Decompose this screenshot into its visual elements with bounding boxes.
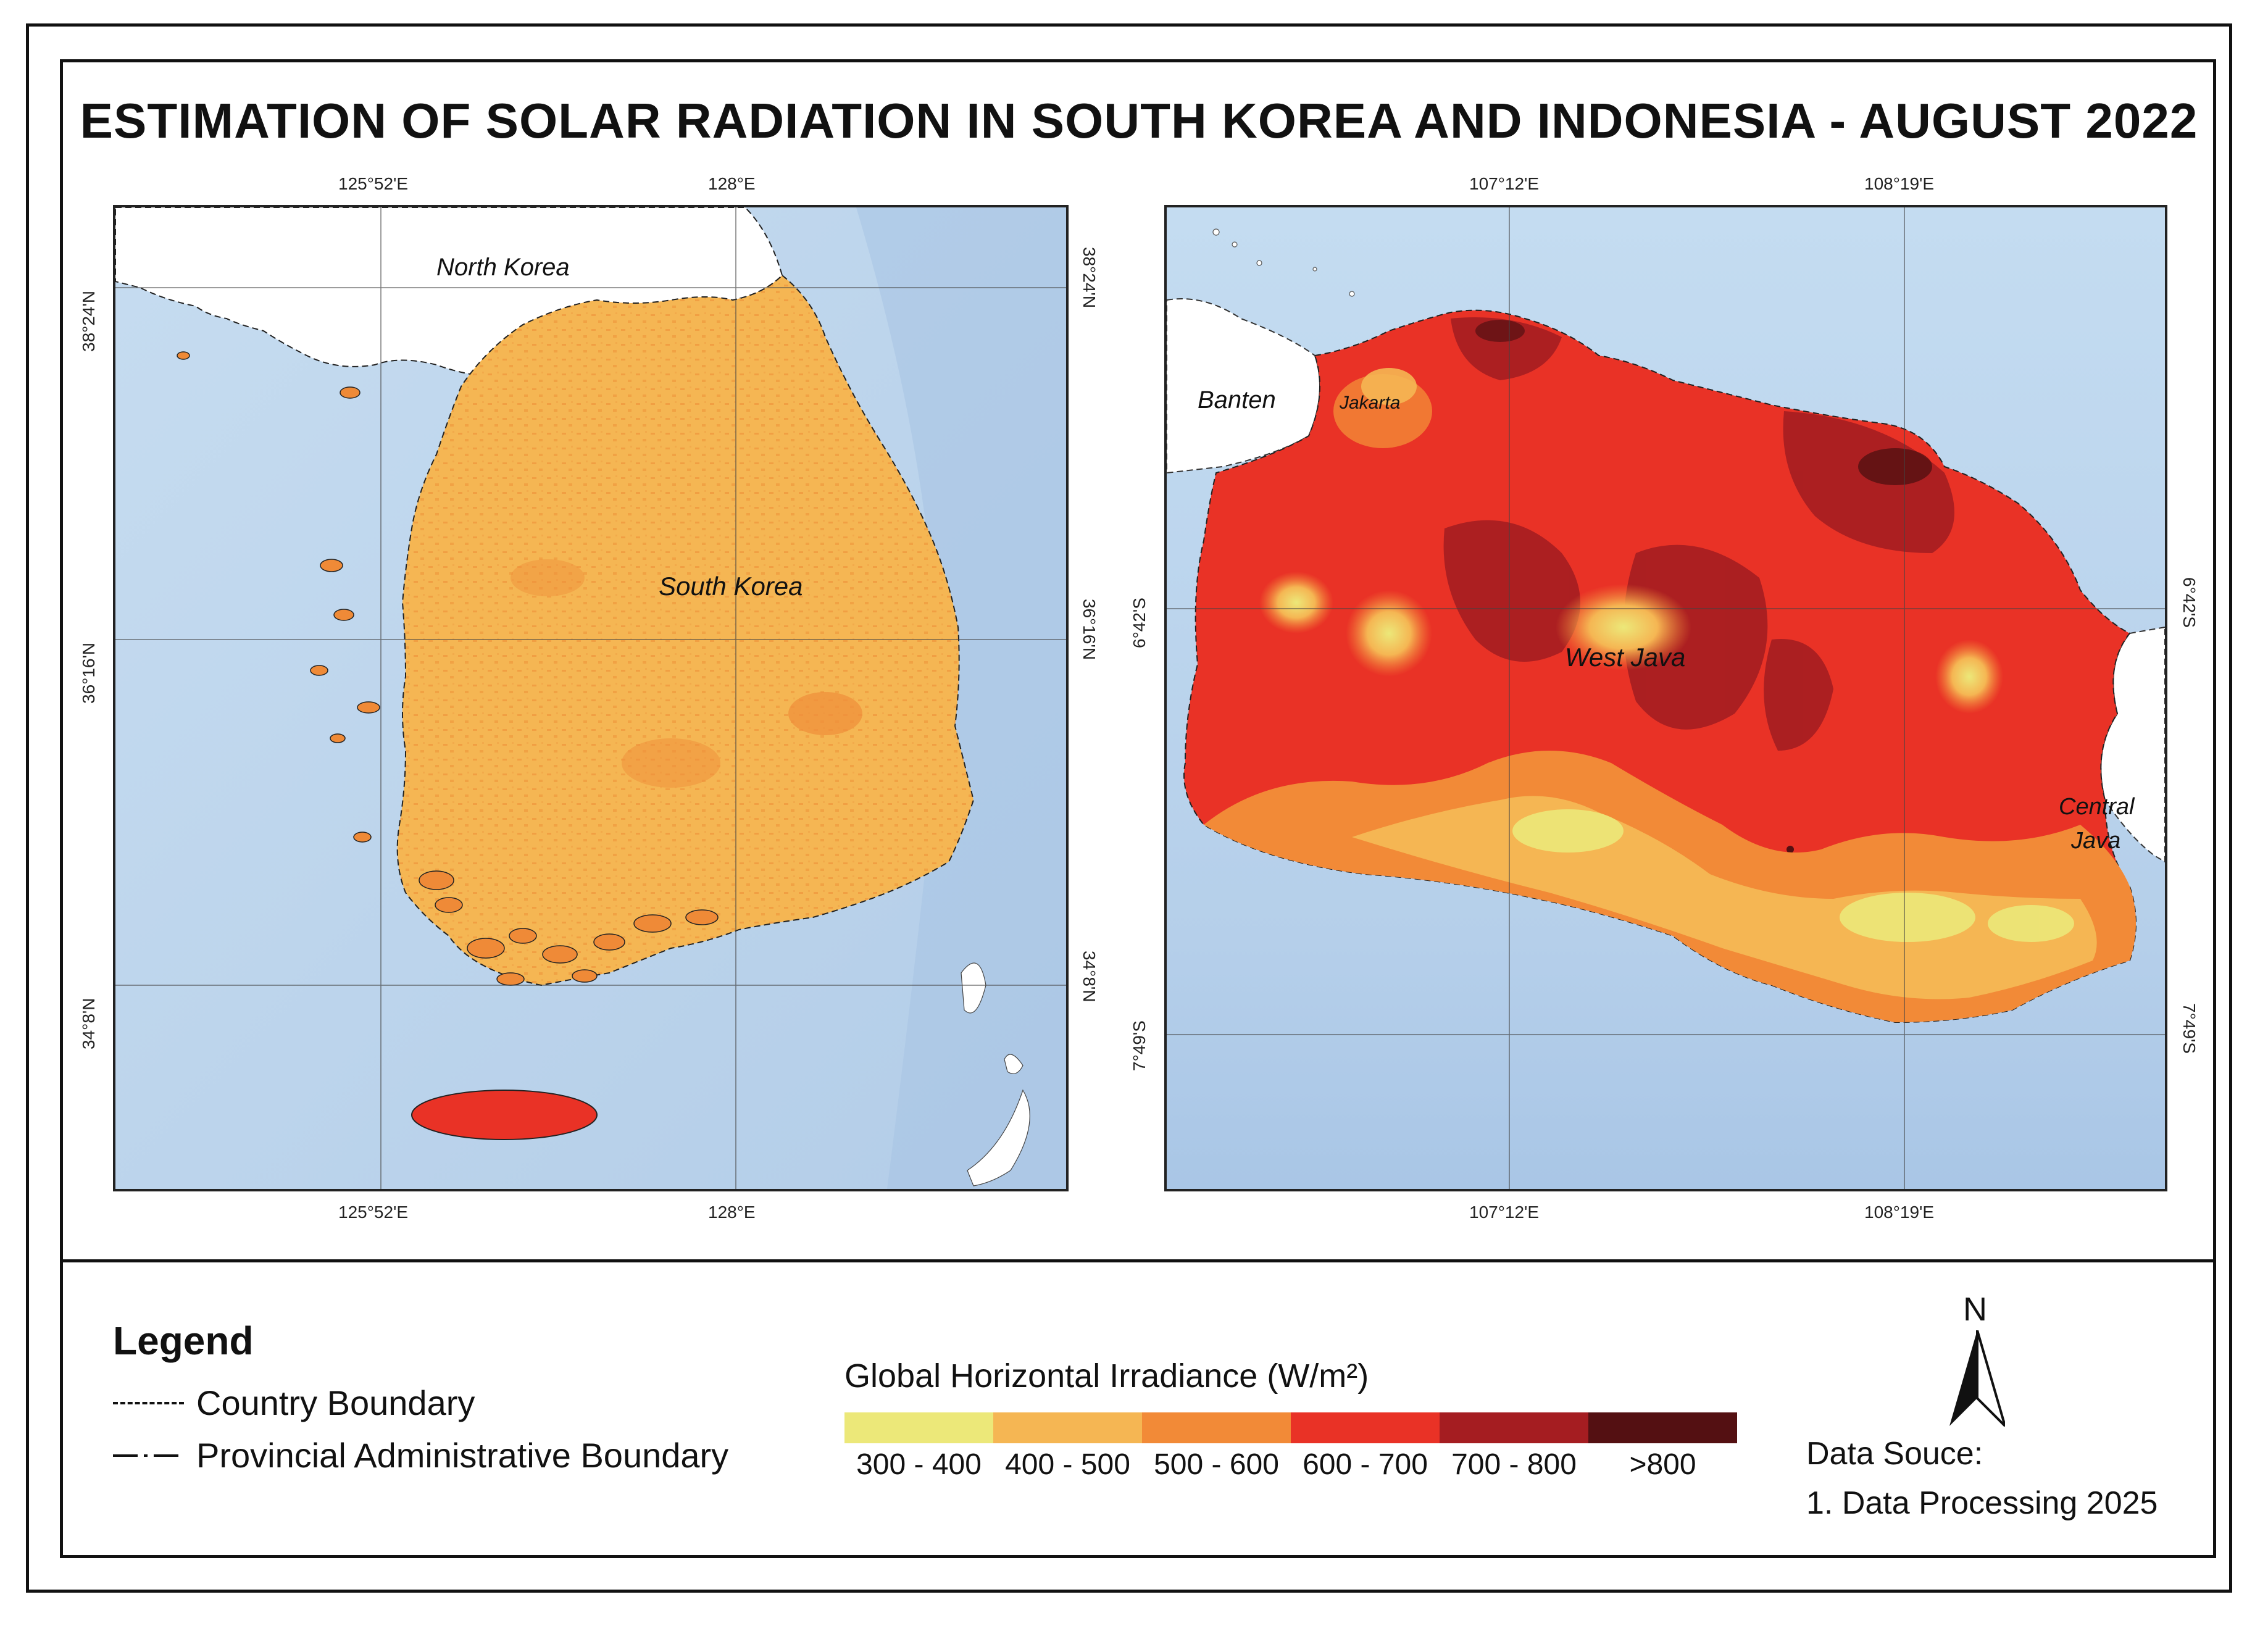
irradiance-swatch-0 [844,1412,993,1443]
korea-bottom-tick-1: 125°52'E [338,1203,409,1222]
provincial-boundary-label: Provincial Administrative Boundary [196,1436,729,1475]
korea-map: North Korea South Korea [113,205,1069,1191]
layout-divider [62,1259,2214,1262]
java-right-tick-2: 7°49'S [2180,1003,2199,1054]
korea-top-tick-2: 128°E [708,174,756,193]
label-banten: Banten [1198,386,1276,414]
java-map: Banten Jakarta West Java Central Java [1164,205,2167,1191]
irradiance-label-2: 500 - 600 [1154,1448,1279,1481]
java-right-tick-1: 6°42'S [2180,577,2199,628]
data-source-item: 1. Data Processing 2025 [1806,1485,2158,1521]
label-north-korea: North Korea [436,254,570,281]
java-top-tick-2: 108°19'E [1864,174,1935,193]
irradiance-scale-title: Global Horizontal Irradiance (W/m²) [844,1357,1369,1395]
irradiance-label-5: >800 [1629,1448,1696,1481]
korea-islands [177,351,719,986]
java-map-canvas [1167,207,2165,1189]
korea-map-canvas [115,207,1066,1189]
label-central-java-2: Java [2071,828,2121,854]
irradiance-swatch-1 [993,1412,1142,1443]
korea-right-tick-1: 38°24'N [1080,247,1099,309]
label-central-java-1: Central [2059,794,2135,820]
korea-right-tick-2: 36°16'N [1080,599,1099,661]
zone-700-800 [1443,317,1954,751]
north-label: N [1963,1291,1987,1328]
zone-300-400 [1512,809,2074,942]
korea-right-tick-3: 34°8'N [1080,951,1099,1003]
java-bottom-tick-2: 108°19'E [1864,1203,1935,1222]
north-arrow-icon [1949,1330,2005,1427]
java-bottom-tick-1: 107°12'E [1469,1203,1540,1222]
korea-left-tick-1: 38°24'N [79,290,98,352]
korea-left-tick-3: 34°8'N [79,998,98,1049]
irradiance-swatch-4 [1440,1412,1588,1443]
provincial-boundary-swatch [113,1454,184,1457]
legend-title: Legend [113,1319,254,1363]
java-graticule [1167,207,2165,1189]
java-left-tick-1: 6°42'S [1130,598,1149,648]
legend-country-boundary: Country Boundary [113,1383,475,1423]
irradiance-swatch-2 [1142,1412,1291,1443]
outer-frame [26,23,2232,1593]
label-south-korea: South Korea [659,572,803,601]
japan-islands [961,962,1030,1186]
jeju-island [411,1090,598,1140]
inner-frame [60,59,2216,1558]
java-top-tick-1: 107°12'E [1469,174,1540,193]
korea-bottom-tick-2: 128°E [708,1203,756,1222]
irradiance-swatch-3 [1291,1412,1440,1443]
irradiance-labels: 300 - 400 400 - 500 500 - 600 600 - 700 700 … [844,1448,1737,1482]
korea-top-tick-1: 125°52'E [338,174,409,193]
country-boundary-label: Country Boundary [196,1383,475,1422]
korea-graticule [115,207,1066,1189]
central-java-land [2100,626,2165,863]
java-left-tick-2: 7°49'S [1130,1020,1149,1071]
legend-provincial-boundary: Provincial Administrative Boundary [113,1435,728,1475]
data-source-title: Data Souce: [1806,1436,1983,1472]
label-west-java: West Java [1565,643,1686,672]
country-boundary-swatch [113,1401,184,1404]
label-jakarta: Jakarta [1340,393,1401,413]
korea-left-tick-2: 36°16'N [79,642,98,704]
irradiance-label-3: 600 - 700 [1303,1448,1428,1481]
irradiance-label-4: 700 - 800 [1451,1448,1577,1481]
irradiance-swatch-5 [1588,1412,1737,1443]
irradiance-label-0: 300 - 400 [856,1448,982,1481]
irradiance-color-bar [844,1412,1737,1443]
map-title: ESTIMATION OF SOLAR RADIATION IN SOUTH K… [80,93,2198,148]
banten-land [1167,298,1320,474]
irradiance-label-1: 400 - 500 [1005,1448,1130,1481]
